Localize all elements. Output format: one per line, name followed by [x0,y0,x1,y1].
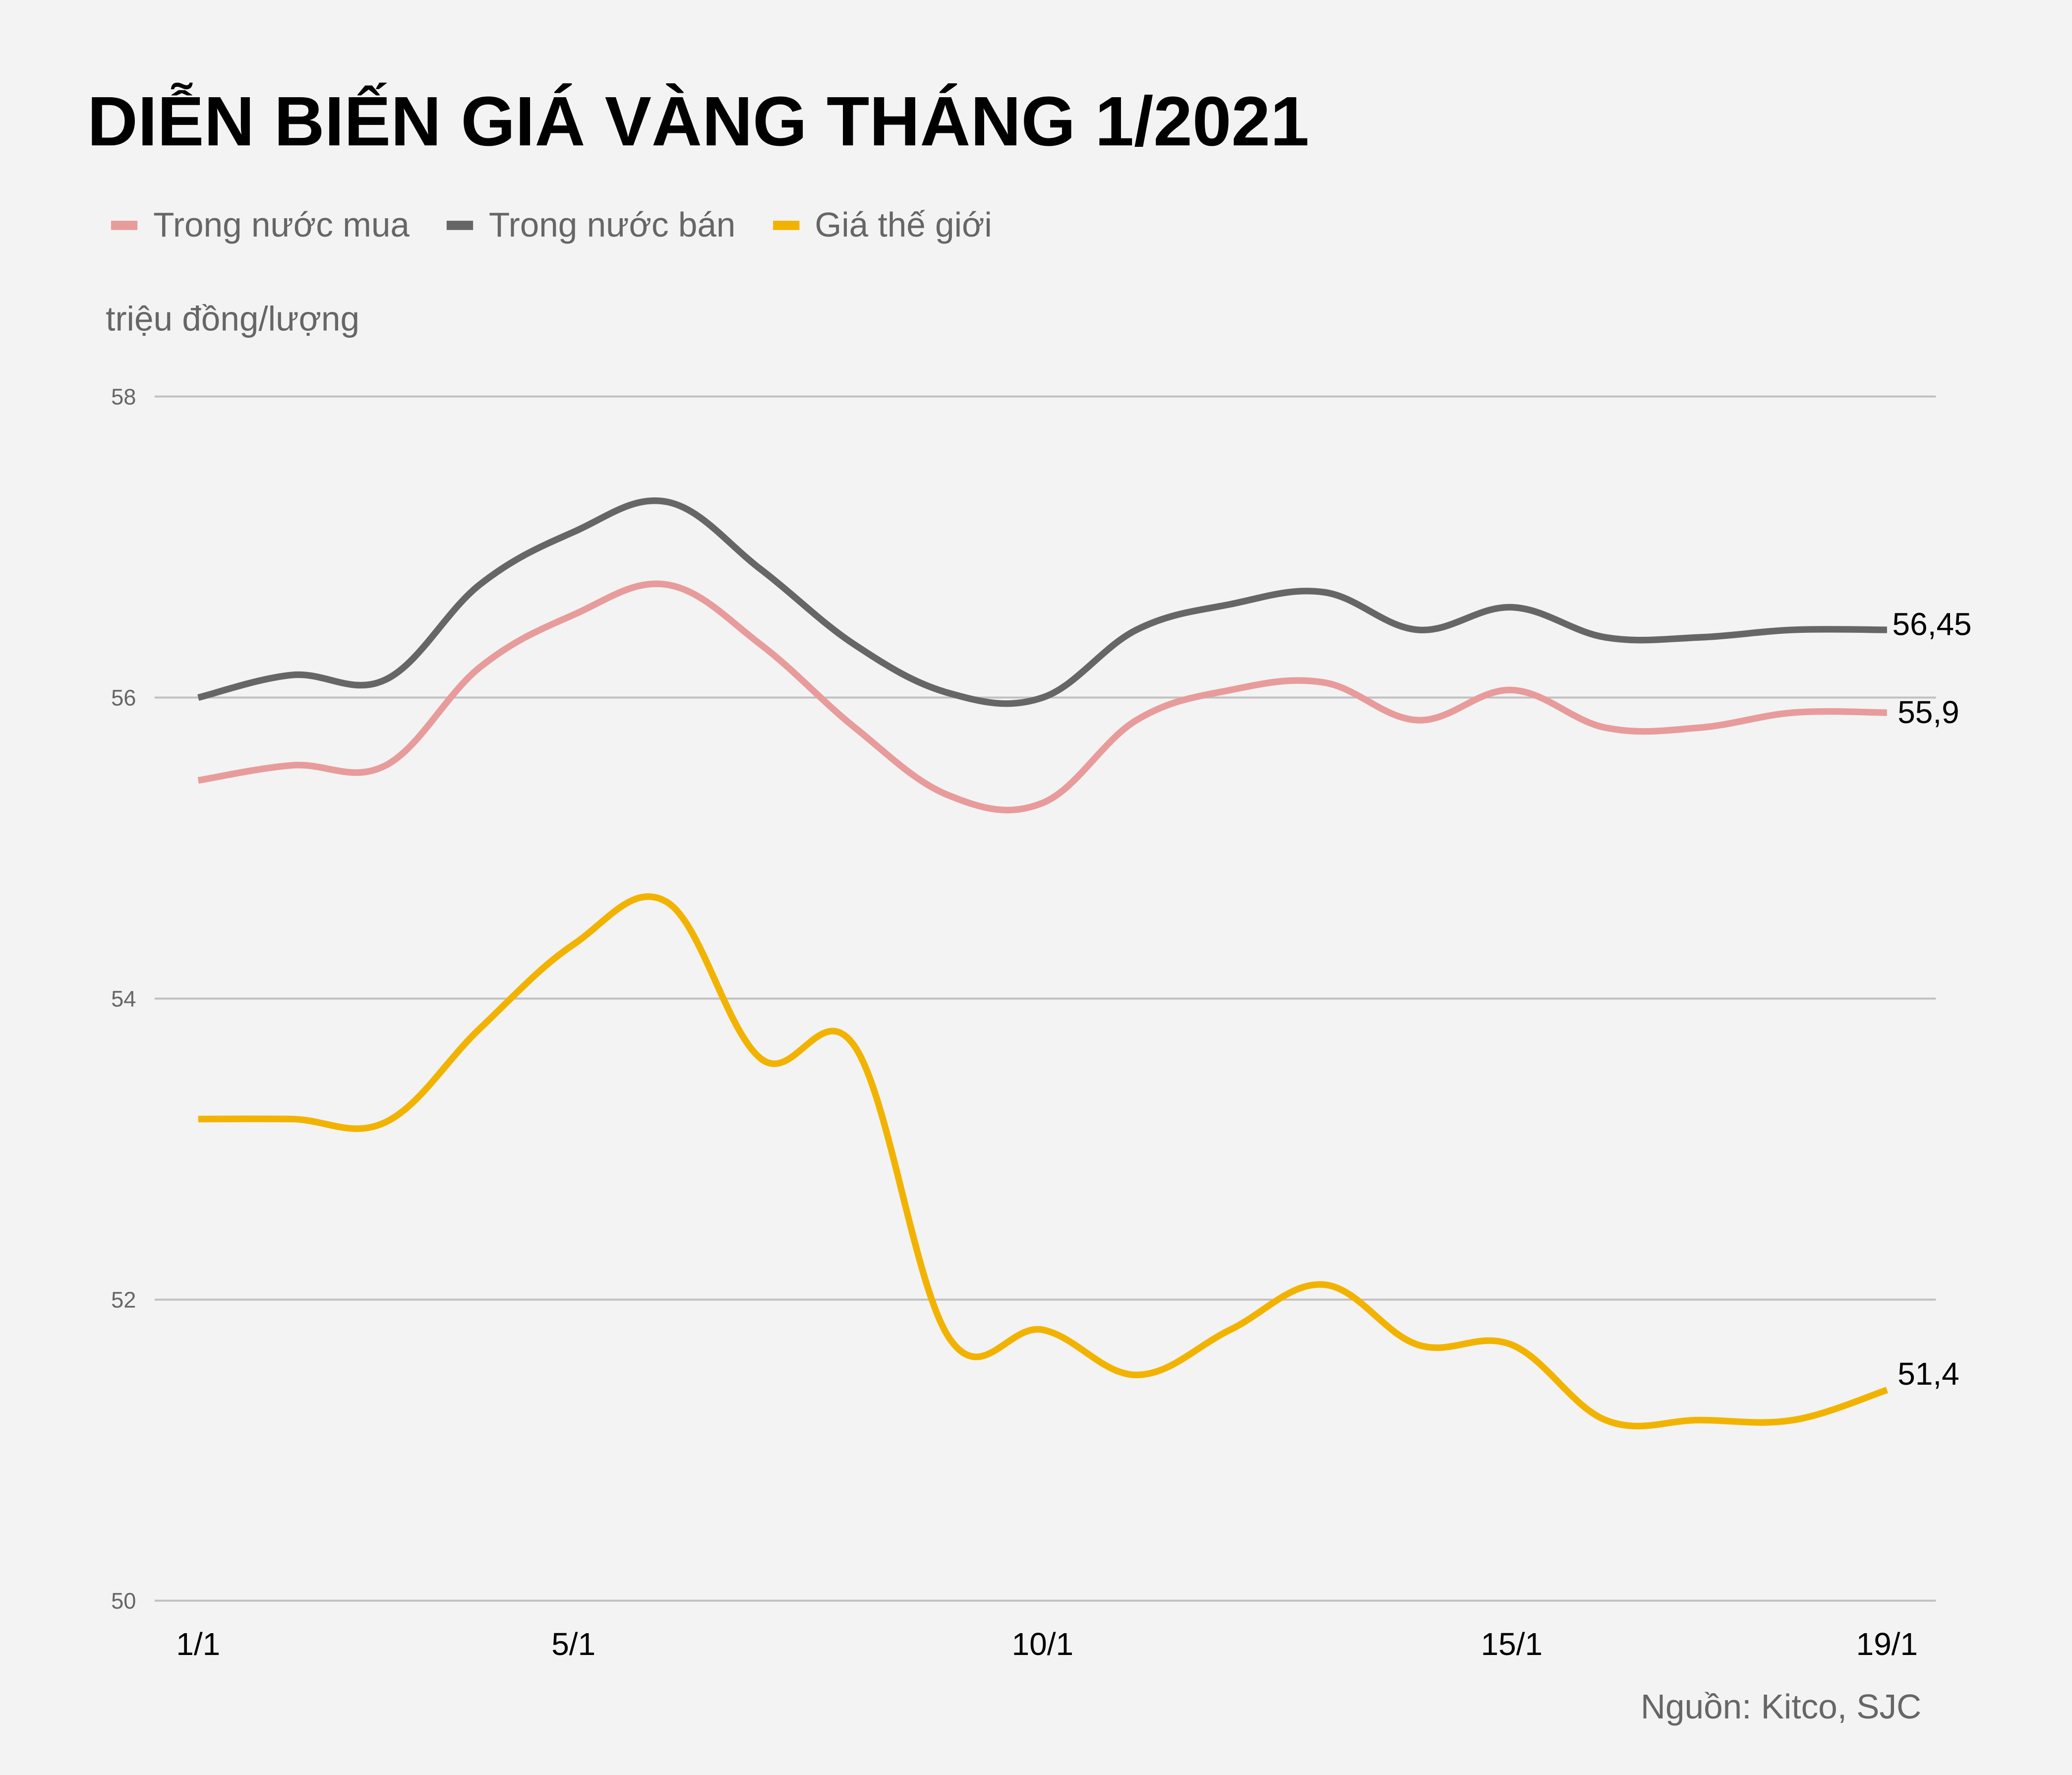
series-line [197,580,1887,813]
y-axis-unit-label: triệu đồng/lượng [106,299,360,339]
chart-title: DIỄN BIẾN GIÁ VÀNG THÁNG 1/2021 [87,83,1309,162]
legend-item-ban: Trong nước bán [446,205,736,246]
y-axis-ticks: 50 52 54 56 58 [111,384,136,1614]
legend-item-the-gioi: Giá thế giới [772,205,992,246]
x-tick-label: 15/1 [1481,1626,1542,1662]
y-tick-label: 52 [111,1287,136,1313]
x-tick-label: 10/1 [1012,1626,1073,1662]
x-tick-label: 1/1 [176,1626,220,1662]
x-axis-ticks: 1/1 5/1 10/1 15/1 19/1 [176,1626,1918,1662]
x-tick-label: 5/1 [551,1626,595,1662]
legend: Trong nước mua Trong nước bán Giá thế gi… [111,205,1029,246]
y-tick-label: 54 [111,986,136,1012]
x-tick-label: 19/1 [1856,1626,1918,1662]
legend-label: Trong nước bán [488,205,736,245]
series-lines [197,497,1888,1430]
legend-label: Trong nước mua [153,205,410,245]
legend-swatch-gray-icon [446,221,473,230]
y-tick-label: 50 [111,1589,136,1614]
legend-swatch-gold-icon [772,221,799,230]
legend-item-mua: Trong nước mua [111,205,410,246]
end-value-label: 51,4 [1897,1356,1959,1392]
legend-swatch-pink-icon [111,221,138,230]
end-value-label: 56,45 [1893,607,1972,642]
y-tick-label: 56 [111,685,136,711]
series-line [198,893,1888,1430]
y-tick-label: 58 [111,384,136,410]
legend-label: Giá thế giới [815,205,992,245]
source-note: Nguồn: Kitco, SJC [1641,1686,1922,1726]
end-value-label: 55,9 [1897,694,1959,730]
series-end-labels: 55,9 56,45 51,4 [1893,607,1972,1392]
series-line [197,497,1887,707]
